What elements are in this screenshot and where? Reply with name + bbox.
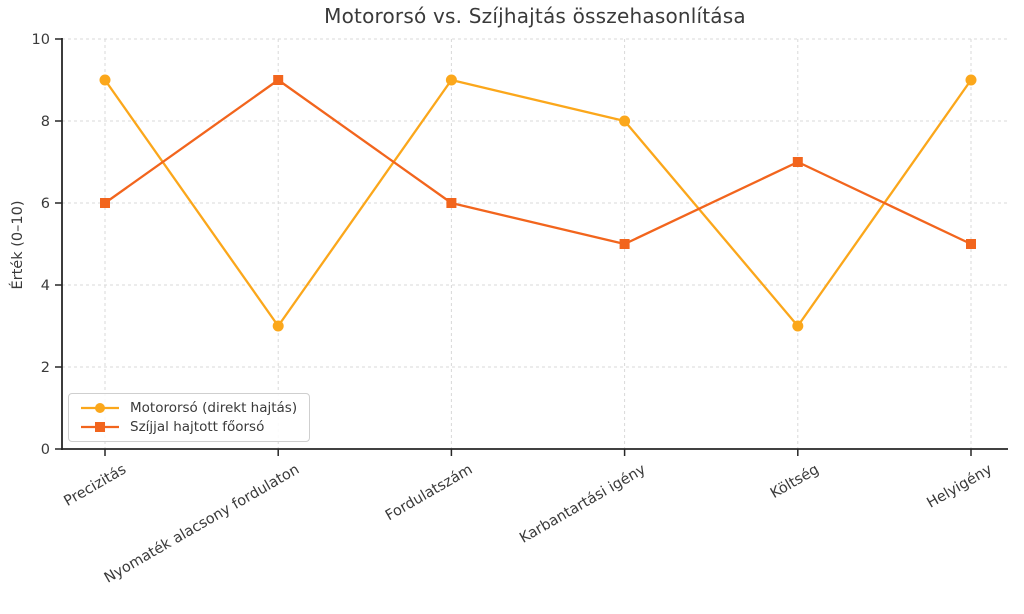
data-point [273, 75, 284, 85]
data-point [792, 157, 803, 167]
data-point [619, 239, 630, 249]
y-tick-label: 2 [41, 360, 50, 376]
series-line-0 [103, 78, 973, 328]
data-point [272, 320, 284, 332]
data-point [446, 198, 457, 208]
x-tick-label: Nyomaték alacsony fordulaton [102, 462, 302, 587]
x-tick-label: Karbantartási igény [517, 461, 649, 546]
data-point [100, 198, 110, 208]
data-point [966, 239, 976, 249]
y-axis-title: Érték (0–10) [10, 200, 26, 290]
legend-line-square-icon [81, 422, 119, 432]
legend-item-motororso: Motororsó (direkt hajtás) [79, 400, 297, 416]
series-line-1 [103, 78, 973, 246]
data-point [445, 74, 457, 86]
data-point [792, 320, 804, 332]
legend-label: Motororsó (direkt hajtás) [130, 400, 298, 416]
legend-line-circle-icon [81, 403, 119, 413]
legend-label: Szíjjal hajtott főorsó [130, 419, 265, 435]
chart-title: Motororsó vs. Szíjhajtás összehasonlítás… [324, 4, 746, 28]
data-point [619, 115, 631, 127]
x-tick-label: Helyigény [924, 461, 995, 511]
data-point [99, 74, 111, 86]
y-tick-label: 10 [32, 32, 50, 48]
data-point [965, 74, 977, 86]
x-tick-label: Precizitás [61, 462, 129, 510]
legend-item-szijhajtas: Szíjjal hajtott főorsó [79, 419, 297, 435]
y-tick-label: 4 [41, 278, 50, 294]
x-tick-label: Költség [768, 462, 822, 502]
y-tick-label: 8 [41, 114, 50, 130]
y-tick-label: 0 [41, 442, 50, 458]
legend: Motororsó (direkt hajtás) Szíjjal hajtot… [68, 393, 311, 442]
x-tick-label: Fordulatszám [383, 462, 476, 525]
y-tick-label: 6 [41, 196, 50, 212]
